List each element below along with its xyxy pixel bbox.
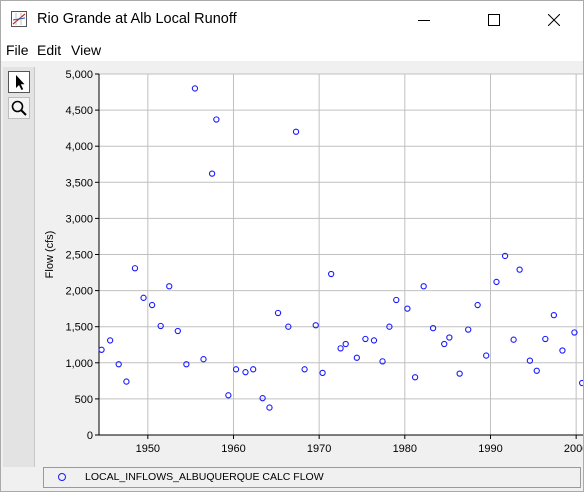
x-tick-label: 2000 — [564, 443, 583, 455]
data-point — [174, 327, 181, 335]
data-point — [319, 369, 326, 377]
data-point — [312, 322, 319, 329]
data-point — [526, 357, 534, 364]
data-point — [516, 266, 523, 273]
data-point — [379, 358, 386, 365]
data-point — [420, 283, 427, 290]
data-point — [337, 345, 344, 352]
close-icon — [548, 14, 560, 26]
data-point — [301, 366, 308, 373]
data-point — [429, 324, 437, 332]
data-point — [191, 85, 199, 92]
data-point — [386, 323, 393, 330]
chart-panel: 0 500 1,000 1,500 2,000 2,500 3,000 3,500 4,000 4… — [38, 67, 584, 467]
data-point — [274, 309, 282, 317]
data-point — [411, 374, 419, 381]
arrow-cursor-icon — [16, 75, 25, 90]
data-point — [483, 352, 490, 359]
menu-view[interactable]: View — [71, 42, 102, 58]
data-point — [393, 296, 400, 304]
x-tick-label: 1980 — [393, 443, 417, 455]
data-point — [266, 404, 273, 411]
x-tick-label: 1990 — [478, 443, 502, 455]
data-point — [106, 337, 114, 344]
chart-app-icon — [11, 11, 27, 27]
y-tick-label: 3,000 — [65, 213, 93, 225]
data-point — [550, 311, 558, 319]
data-point — [533, 367, 540, 374]
y-tick-label: 1,500 — [65, 322, 93, 334]
legend-marker — [58, 473, 66, 481]
data-point — [148, 301, 156, 309]
data-point — [200, 356, 207, 363]
y-tick-label: 4,500 — [65, 105, 93, 117]
data-point — [98, 346, 105, 353]
data-point — [140, 294, 147, 301]
y-tick-label: 2,000 — [65, 286, 93, 298]
y-tick-label: 500 — [75, 394, 93, 406]
data-point — [370, 337, 378, 344]
menu-bar: File Edit View — [1, 39, 583, 61]
close-button[interactable] — [531, 1, 577, 39]
data-point — [208, 170, 216, 177]
data-point — [571, 329, 578, 336]
data-point — [542, 335, 549, 343]
data-point — [183, 361, 190, 368]
data-point — [456, 370, 463, 377]
x-tick-label: 1950 — [136, 443, 160, 455]
data-point — [123, 378, 130, 385]
x-tick-label: 1970 — [307, 443, 331, 455]
flow-scatter-chart[interactable]: 0 500 1,000 1,500 2,000 2,500 3,000 3,500 4,000 4… — [38, 67, 584, 467]
data-point — [353, 354, 360, 361]
y-tick-label: 4,000 — [65, 141, 93, 153]
data-point — [213, 116, 220, 123]
window-title: Rio Grande at Alb Local Runoff — [37, 11, 237, 27]
data-point — [362, 335, 369, 343]
data-point — [342, 340, 349, 348]
maximize-button[interactable] — [471, 1, 517, 39]
y-tick-label: 5,000 — [65, 69, 93, 81]
data-point — [510, 336, 517, 343]
data-point — [493, 278, 500, 286]
data-point — [242, 369, 249, 376]
data-point — [285, 323, 292, 330]
data-point — [559, 347, 566, 354]
minimize-button[interactable] — [401, 1, 447, 39]
data-point — [250, 366, 257, 373]
data-point — [166, 283, 173, 290]
magnifier-icon — [11, 100, 27, 116]
minimize-icon — [418, 20, 430, 21]
data-point — [115, 361, 122, 368]
data-point — [131, 265, 139, 272]
menu-file[interactable]: File — [6, 42, 29, 58]
zoom-tool-button[interactable] — [8, 97, 30, 119]
data-point — [327, 270, 335, 278]
y-tick-label: 0 — [87, 430, 93, 442]
y-tick-label: 3,500 — [65, 177, 93, 189]
data-point — [225, 392, 232, 399]
pointer-tool-button[interactable] — [8, 71, 30, 93]
menu-edit[interactable]: Edit — [37, 42, 62, 58]
data-point — [404, 305, 411, 312]
x-tick-label: 1960 — [221, 443, 245, 455]
maximize-icon — [488, 14, 500, 26]
legend-series-label: LOCAL_INFLOWS_ALBUQUERQUE CALC FLOW — [85, 471, 324, 483]
y-axis-title: Flow (cfs) — [44, 231, 56, 279]
data-point — [259, 395, 266, 402]
data-point — [292, 128, 300, 135]
data-point — [501, 252, 509, 260]
data-point — [441, 340, 448, 348]
chart-legend: LOCAL_INFLOWS_ALBUQUERQUE CALC FLOW — [43, 467, 581, 488]
y-tick-label: 2,500 — [65, 250, 93, 262]
title-bar[interactable]: Rio Grande at Alb Local Runoff — [1, 1, 583, 39]
data-point — [578, 379, 584, 387]
data-point — [157, 322, 164, 330]
plot-toolbar — [3, 67, 35, 467]
data-point — [446, 334, 453, 341]
data-point — [232, 366, 240, 373]
y-tick-label: 1,000 — [65, 358, 93, 370]
data-point — [474, 301, 481, 309]
data-point — [465, 326, 472, 333]
